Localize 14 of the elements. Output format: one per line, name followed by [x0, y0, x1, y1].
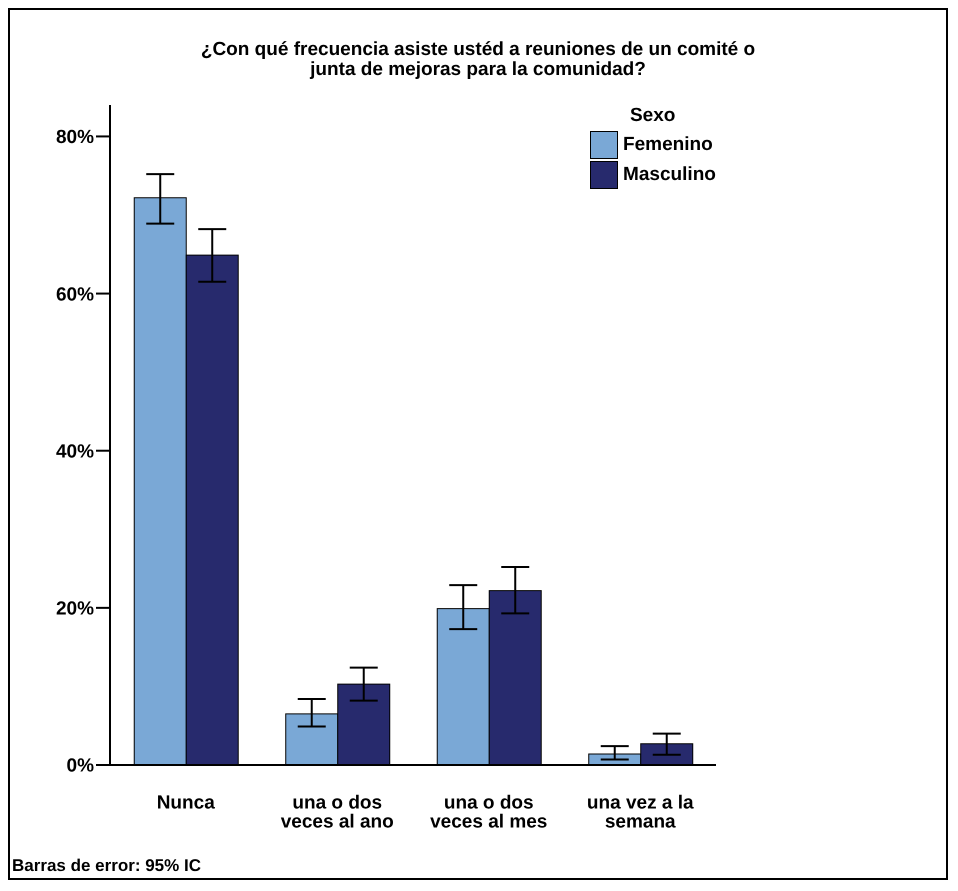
y-tick-label: 40%	[56, 441, 94, 462]
chart-title: ¿Con qué frecuencia asiste ustéd a reuniones de un comité o junta de mejoras para la comunidad?	[200, 39, 756, 80]
y-tick-label: 0%	[66, 756, 94, 777]
text: Barras de error: 95% IC	[12, 856, 201, 876]
x-tick-label: una o dos veces al ano	[280, 792, 394, 832]
x-tick-label: una vez a la semana	[586, 792, 694, 832]
x-tick-label: una o dos veces al mes	[430, 792, 548, 832]
legend-label: Masculino	[622, 163, 716, 187]
y-tick-label: 20%	[56, 598, 94, 620]
legend-title: Sexo	[630, 105, 676, 127]
y-tick-label: 80%	[56, 127, 94, 148]
y-tick-label: 60%	[56, 284, 94, 306]
legend-label: Femenino	[622, 133, 714, 157]
x-tick-label: Nunca	[156, 792, 216, 814]
